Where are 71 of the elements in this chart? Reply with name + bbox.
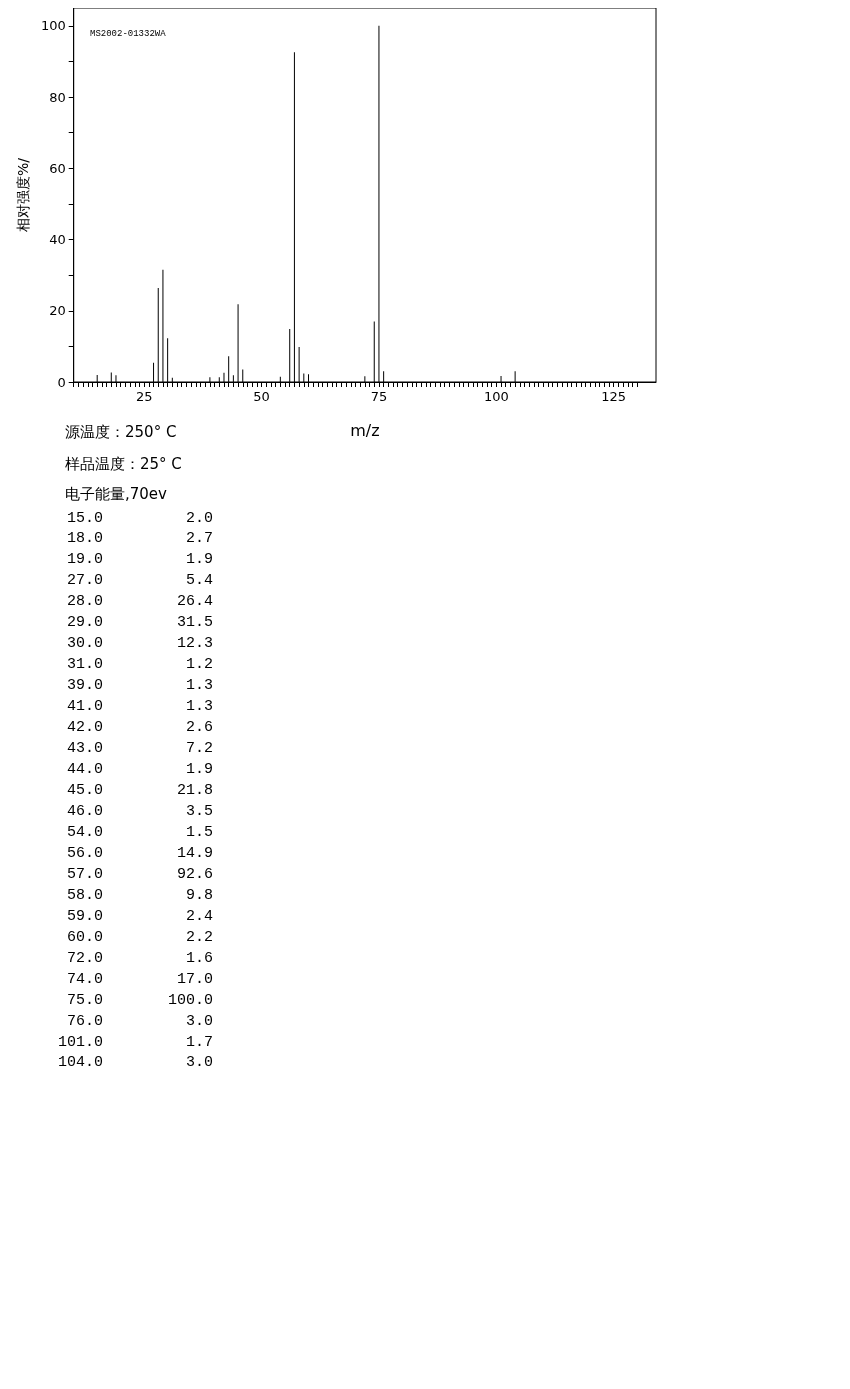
data-label: 2.0 — [185, 509, 213, 527]
category-label: 39.0 — [66, 677, 103, 695]
category-label: 28.0 — [66, 593, 103, 611]
category-label: 60.0 — [66, 928, 103, 946]
category-label: 54.0 — [66, 823, 103, 841]
data-label: 17.0 — [176, 970, 213, 988]
text: 源温度：250° C — [65, 422, 177, 441]
category-label: 18.0 — [66, 530, 103, 548]
x-tick-label: 125 — [601, 389, 627, 404]
data-label: 1.5 — [185, 823, 213, 841]
data-label: 1.9 — [185, 761, 213, 779]
data-label: 2.4 — [185, 907, 213, 925]
y-tick-label: 60 — [49, 160, 66, 176]
text: 电子能量,70ev — [65, 484, 168, 503]
y-tick-label: 40 — [49, 232, 66, 248]
data-label: 1.2 — [185, 656, 213, 674]
data-label: 100.0 — [167, 991, 213, 1009]
data-label: 3.5 — [185, 802, 213, 820]
category-label: 75.0 — [66, 991, 103, 1009]
category-label: 30.0 — [66, 635, 103, 653]
data-label: 14.9 — [176, 844, 213, 862]
data-label: 9.8 — [185, 886, 213, 904]
data-label: 92.6 — [176, 865, 213, 883]
data-label: 21.8 — [176, 781, 213, 799]
data-label: 1.3 — [185, 698, 213, 716]
category-label: 76.0 — [66, 1012, 103, 1030]
data-label: 2.2 — [185, 928, 213, 946]
data-label: 1.9 — [185, 551, 213, 569]
data-label: 31.5 — [176, 614, 213, 632]
category-label: 59.0 — [66, 907, 103, 925]
y-tick-label: 80 — [49, 89, 66, 105]
category-label: 41.0 — [66, 698, 103, 716]
data-label: 1.7 — [185, 1033, 213, 1051]
data-label: 1.6 — [185, 949, 213, 967]
category-label: 101.0 — [57, 1033, 103, 1051]
data-label: 26.4 — [176, 593, 213, 611]
data-label: 2.7 — [185, 530, 213, 548]
data-label: 3.0 — [185, 1054, 213, 1072]
y-axis-title: 相对强度%/ — [15, 157, 31, 233]
data-label: 3.0 — [185, 1012, 213, 1030]
x-tick-label: 75 — [370, 389, 388, 404]
category-label: 58.0 — [66, 886, 103, 904]
category-label: 19.0 — [66, 551, 103, 569]
y-tick-label: 0 — [57, 374, 66, 390]
category-label: 46.0 — [66, 802, 103, 820]
category-label: 72.0 — [66, 949, 103, 967]
y-tick-label: 20 — [49, 303, 66, 319]
data-label: 2.6 — [185, 719, 213, 737]
data-label: 7.2 — [185, 740, 213, 758]
text: 样品温度：25° C — [65, 454, 182, 473]
x-axis-title: m/z — [350, 420, 380, 440]
category-label: 104.0 — [57, 1054, 103, 1072]
x-tick-label: 25 — [135, 389, 153, 404]
category-label: 43.0 — [66, 740, 103, 758]
annotation: MS2002-01332WA — [90, 28, 167, 39]
category-label: 29.0 — [66, 614, 103, 632]
category-label: 31.0 — [66, 656, 103, 674]
data-label: 1.3 — [185, 677, 213, 695]
category-label: 27.0 — [66, 572, 103, 590]
category-label: 44.0 — [66, 761, 103, 779]
x-tick-label: 100 — [483, 389, 509, 404]
category-label: 45.0 — [66, 781, 103, 799]
x-tick-label: 50 — [253, 389, 270, 404]
y-tick-label: 100 — [40, 18, 66, 34]
data-label: 12.3 — [176, 635, 213, 653]
category-label: 15.0 — [66, 509, 103, 527]
data-label: 5.4 — [185, 572, 213, 590]
category-label: 42.0 — [66, 719, 103, 737]
category-label: 57.0 — [66, 865, 103, 883]
category-label: 56.0 — [66, 844, 103, 862]
category-label: 74.0 — [66, 970, 103, 988]
